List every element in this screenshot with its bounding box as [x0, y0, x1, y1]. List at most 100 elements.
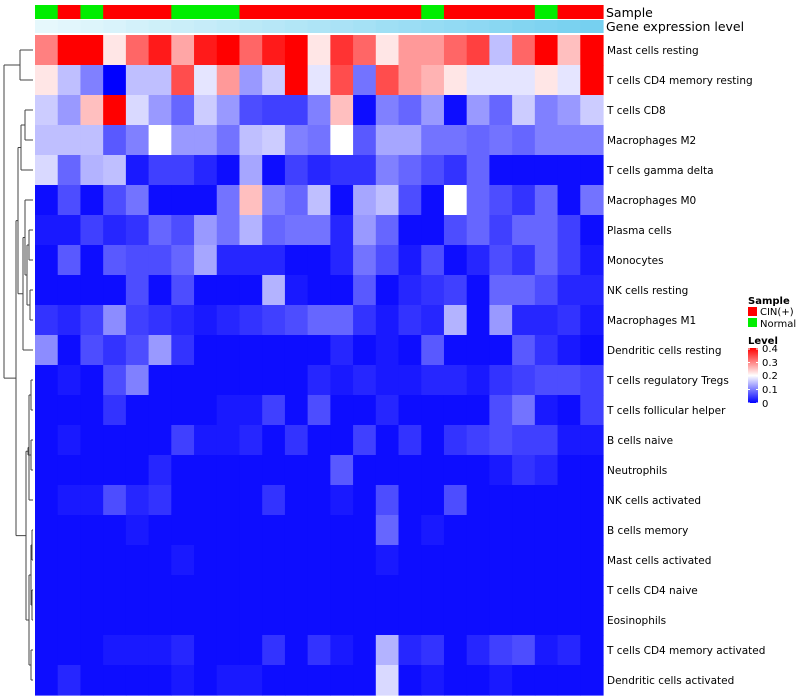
heatmap-cell	[466, 485, 490, 516]
heatmap-cell	[534, 215, 559, 246]
heatmap-cell	[57, 425, 82, 456]
sample-annotation-cell	[262, 5, 286, 19]
heatmap-cell	[171, 155, 195, 186]
heatmap-cell	[489, 155, 513, 186]
row-label: T cells CD4 memory activated	[606, 645, 765, 657]
heatmap-cell	[194, 575, 218, 606]
level-legend-title: Level	[748, 336, 778, 347]
heatmap-cell	[421, 275, 445, 306]
heatmap-cell	[580, 395, 604, 426]
heatmap-cell	[375, 545, 400, 576]
heatmap-cell	[57, 35, 82, 66]
sample-annotation-cell	[171, 5, 195, 19]
heatmap-cell	[239, 335, 263, 366]
heatmap-cell	[443, 275, 468, 306]
heatmap-cell	[284, 335, 309, 366]
heatmap-cell	[353, 185, 377, 216]
heatmap-cell	[512, 665, 536, 696]
heatmap-cell	[557, 125, 581, 156]
gene-expression-annotation-cell	[443, 20, 468, 33]
heatmap-cell	[443, 635, 468, 666]
heatmap-cell	[57, 215, 82, 246]
heatmap-cell	[239, 545, 263, 576]
heatmap-cell	[171, 125, 195, 156]
sample-annotation-cell	[489, 5, 513, 19]
heatmap-cell	[534, 305, 559, 336]
heatmap-cell	[512, 185, 536, 216]
heatmap-cell	[148, 185, 172, 216]
sample-annotation-cell	[57, 5, 82, 19]
heatmap-cell	[148, 635, 172, 666]
row-label: T cells follicular helper	[606, 405, 726, 417]
row-label: B cells memory	[607, 525, 688, 537]
sample-annotation-cell	[216, 5, 241, 19]
heatmap-cell	[103, 245, 127, 276]
heatmap-cell	[512, 605, 536, 636]
heatmap-cell	[194, 425, 218, 456]
sample-annotation-cell	[580, 5, 604, 19]
heatmap-cell	[330, 305, 354, 336]
heatmap-cell	[421, 65, 445, 96]
sample-annotation-cell	[307, 5, 331, 19]
heatmap-cell	[307, 245, 331, 276]
heatmap-cell	[512, 215, 536, 246]
heatmap-cell	[580, 605, 604, 636]
heatmap-cell	[375, 305, 400, 336]
heatmap-cell	[580, 425, 604, 456]
row-label: B cells naive	[607, 435, 673, 447]
sample-legend-title: Sample	[748, 296, 790, 307]
heatmap-cell	[262, 635, 286, 666]
heatmap-cell	[307, 305, 331, 336]
row-label: Plasma cells	[607, 225, 672, 237]
heatmap-cell	[421, 635, 445, 666]
heatmap-cell	[534, 35, 559, 66]
heatmap-cell	[35, 155, 59, 186]
heatmap-cell	[35, 485, 59, 516]
heatmap-cells	[35, 35, 604, 696]
heatmap-cell	[216, 665, 241, 696]
heatmap-cell	[421, 305, 445, 336]
heatmap-cell	[580, 275, 604, 306]
heatmap-cell	[103, 395, 127, 426]
heatmap-cell	[239, 605, 263, 636]
heatmap-cell	[148, 305, 172, 336]
heatmap-cell	[239, 365, 263, 396]
heatmap-cell	[307, 635, 331, 666]
heatmap-cell	[489, 605, 513, 636]
heatmap-cell	[421, 215, 445, 246]
heatmap-cell	[307, 185, 331, 216]
heatmap-cell	[125, 305, 150, 336]
heatmap-cell	[443, 65, 468, 96]
heatmap-cell	[216, 215, 241, 246]
heatmap-cell	[375, 485, 400, 516]
heatmap-cell	[80, 95, 104, 126]
sample-annotation-cell	[239, 5, 263, 19]
gene-expression-annotation-cell	[57, 20, 82, 33]
heatmap-cell	[171, 635, 195, 666]
heatmap-cell	[239, 125, 263, 156]
heatmap-cell	[512, 125, 536, 156]
heatmap-cell	[148, 455, 172, 486]
heatmap-cell	[534, 425, 559, 456]
heatmap-cell	[125, 95, 150, 126]
heatmap-cell	[398, 515, 422, 546]
heatmap-cell	[375, 455, 400, 486]
heatmap-cell	[580, 215, 604, 246]
heatmap-cell	[307, 485, 331, 516]
heatmap-cell	[489, 35, 513, 66]
heatmap-cell	[216, 245, 241, 276]
gene-expression-track-label: Gene expression level	[606, 19, 744, 34]
heatmap-cell	[262, 665, 286, 696]
heatmap-cell	[375, 245, 400, 276]
heatmap-cell	[512, 485, 536, 516]
heatmap-cell	[216, 275, 241, 306]
heatmap-cell	[557, 215, 581, 246]
heatmap-cell	[194, 365, 218, 396]
heatmap-cell	[421, 515, 445, 546]
heatmap-cell	[80, 665, 104, 696]
heatmap-cell	[194, 515, 218, 546]
heatmap-cell	[103, 485, 127, 516]
heatmap-cell	[534, 65, 559, 96]
heatmap-cell	[125, 395, 150, 426]
heatmap-cell	[125, 185, 150, 216]
